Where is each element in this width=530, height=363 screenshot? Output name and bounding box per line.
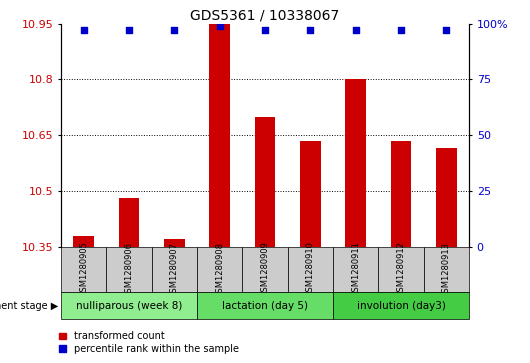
Text: GSM1280907: GSM1280907 (170, 241, 179, 298)
Point (306, 27, 315, 33)
Point (125, 27, 133, 33)
Bar (378, 247, 423, 292)
Point (442, 27, 450, 33)
Point (261, 27, 269, 33)
Bar (74, 236, 94, 247)
Point (397, 27, 405, 33)
Point (351, 27, 360, 33)
Bar (288, 247, 333, 292)
Point (80, 27, 88, 33)
Title: GDS5361 / 10338067: GDS5361 / 10338067 (190, 8, 340, 23)
Bar (300, 141, 321, 247)
Point (170, 27, 179, 33)
Bar (209, 24, 230, 247)
Bar (346, 79, 366, 247)
Bar (436, 148, 456, 247)
Text: nulliparous (week 8): nulliparous (week 8) (76, 301, 182, 311)
Bar (423, 247, 469, 292)
Text: GSM1280911: GSM1280911 (351, 242, 360, 297)
Text: involution (day3): involution (day3) (357, 301, 446, 311)
Text: GSM1280913: GSM1280913 (442, 241, 451, 298)
Point (215, 23, 224, 29)
Bar (242, 247, 288, 292)
Bar (197, 247, 242, 292)
Bar (333, 292, 469, 319)
Bar (391, 141, 411, 247)
Text: development stage ▶: development stage ▶ (0, 301, 58, 311)
Bar (164, 240, 184, 247)
Text: GSM1280905: GSM1280905 (79, 242, 88, 297)
Text: GSM1280906: GSM1280906 (125, 241, 134, 298)
Text: lactation (day 5): lactation (day 5) (222, 301, 308, 311)
Text: GSM1280912: GSM1280912 (396, 242, 405, 297)
Legend: transformed count, percentile rank within the sample: transformed count, percentile rank withi… (55, 327, 243, 358)
Bar (152, 247, 197, 292)
Bar (255, 117, 275, 247)
Text: GSM1280910: GSM1280910 (306, 242, 315, 297)
Bar (333, 247, 378, 292)
Text: GSM1280909: GSM1280909 (261, 242, 269, 297)
Bar (119, 199, 139, 247)
Bar (107, 247, 152, 292)
Text: GSM1280908: GSM1280908 (215, 241, 224, 298)
Bar (61, 292, 197, 319)
Bar (197, 292, 333, 319)
Bar (61, 247, 107, 292)
